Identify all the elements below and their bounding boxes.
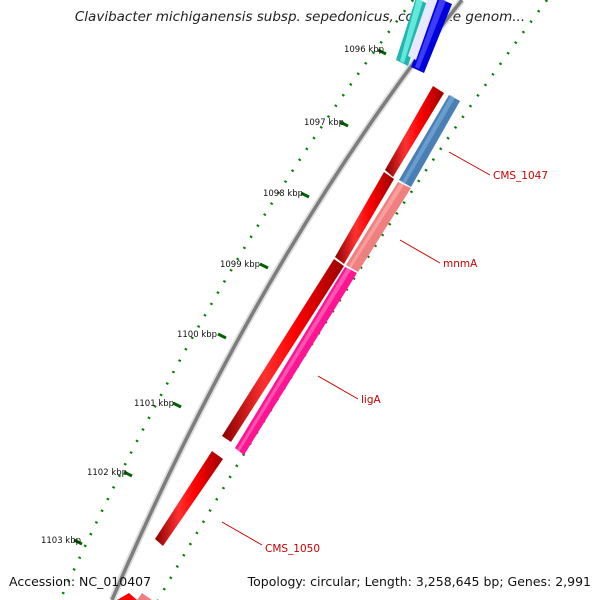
ruler-label: 1098 kbp xyxy=(263,189,303,199)
ruler-tick xyxy=(259,262,269,270)
cds-forward-4[interactable] xyxy=(155,451,223,546)
ruler-tick xyxy=(377,48,387,56)
blue-feature[interactable] xyxy=(411,0,452,73)
white-separator xyxy=(408,0,438,60)
gene-mnmA[interactable] xyxy=(346,182,411,272)
ruler-tick xyxy=(300,191,310,199)
cds-forward-2[interactable] xyxy=(335,172,394,264)
gene-label-CMS_1047[interactable]: CMS_1047 xyxy=(493,170,548,182)
ruler-tick xyxy=(217,332,227,340)
ruler-tick xyxy=(73,538,83,546)
gene-label-CMS_1050[interactable]: CMS_1050 xyxy=(265,543,320,555)
ruler-tick xyxy=(123,470,133,478)
ruler-label: 1096 kbp xyxy=(344,45,384,55)
cds-forward-1[interactable] xyxy=(385,86,444,177)
gene-ligA[interactable] xyxy=(235,267,357,455)
gene-bottom-partial[interactable] xyxy=(137,593,152,600)
gene-CMS_1047[interactable] xyxy=(399,95,460,187)
dotted-track-outer xyxy=(58,0,415,600)
gene-label-mnmA[interactable]: mnmA xyxy=(443,258,478,270)
ruler-tick xyxy=(339,120,349,128)
ruler-tick xyxy=(172,401,182,409)
cds-bottom-partial[interactable] xyxy=(117,593,137,600)
ruler-label: 1099 kbp xyxy=(220,260,260,270)
ruler-label: 1103 kbp xyxy=(41,536,81,546)
dotted-track-inner xyxy=(156,0,549,600)
accession-text: Accession: NC_010407 xyxy=(9,574,152,589)
label-leader-line xyxy=(317,375,359,400)
gene-labels: CMS_1047 mnmA ligA CMS_1050 xyxy=(221,151,548,555)
ruler-label: 1100 kbp xyxy=(177,330,217,340)
label-leader-line xyxy=(448,151,491,176)
ruler: 1096 kbp 1097 kbp 1098 kbp 1099 kbp 1100 kbp… xyxy=(41,45,387,546)
label-leader-line xyxy=(399,239,441,264)
genome-backbone xyxy=(110,0,464,600)
backbone-shadow xyxy=(108,0,465,600)
cyan-feature[interactable] xyxy=(396,0,428,66)
topology-text: Topology: circular; Length: 3,258,645 bp… xyxy=(247,574,591,589)
ruler-label: 1102 kbp xyxy=(87,468,127,478)
ruler-label: 1097 kbp xyxy=(304,118,344,128)
ruler-label: 1101 kbp xyxy=(134,399,174,409)
gene-label-ligA[interactable]: ligA xyxy=(361,394,381,406)
label-leader-line xyxy=(221,521,263,546)
cds-forward-3[interactable] xyxy=(222,259,344,442)
